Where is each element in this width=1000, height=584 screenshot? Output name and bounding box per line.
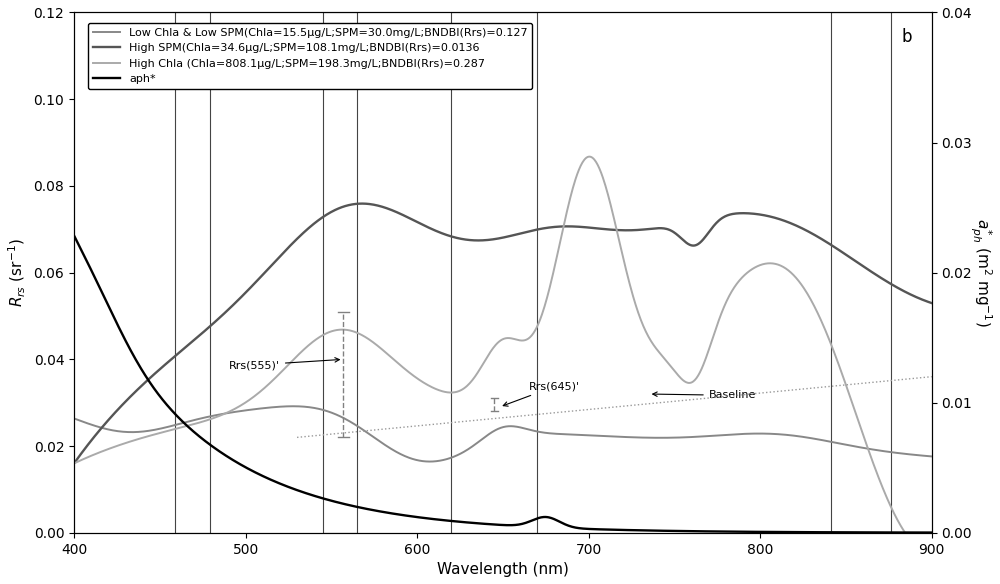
aph* [415, 514, 427, 521]
Bar [831, 12, 891, 533]
High Chla (Chla=808.1μg/L;SPM=198.3mg/L;BNDBI(Rrs)=0.287 [446, 389, 458, 396]
High SPM(Chla=34.6μg/L;SPM=108.1mg/L;BNDBI(Rrs)=0.0136 [753, 211, 765, 218]
Text: Rrs(555)': Rrs(555)' [229, 357, 339, 370]
Low Chla & Low SPM(Chla=15.5μg/L;SPM=30.0mg/L;BNDBI(Rrs)=0.127 [287, 403, 299, 410]
Y-axis label: $a_{ph}^{*}$ (m$^2$ mg$^{-1}$): $a_{ph}^{*}$ (m$^2$ mg$^{-1}$) [968, 218, 993, 327]
Bar [175, 12, 210, 533]
High Chla (Chla=808.1μg/L;SPM=198.3mg/L;BNDBI(Rrs)=0.287 [658, 354, 670, 361]
Text: Baseline: Baseline [653, 390, 756, 401]
Text: b: b [902, 28, 912, 46]
High Chla (Chla=808.1μg/L;SPM=198.3mg/L;BNDBI(Rrs)=0.287 [68, 460, 80, 467]
Line: Low Chla & Low SPM(Chla=15.5μg/L;SPM=30.0mg/L;BNDBI(Rrs)=0.127: Low Chla & Low SPM(Chla=15.5μg/L;SPM=30.… [74, 406, 932, 461]
Low Chla & Low SPM(Chla=15.5μg/L;SPM=30.0mg/L;BNDBI(Rrs)=0.127 [926, 453, 938, 460]
Bar [323, 12, 357, 533]
Low Chla & Low SPM(Chla=15.5μg/L;SPM=30.0mg/L;BNDBI(Rrs)=0.127 [739, 430, 751, 437]
aph* [752, 529, 764, 536]
High SPM(Chla=34.6μg/L;SPM=108.1mg/L;BNDBI(Rrs)=0.0136 [68, 460, 80, 467]
Line: High SPM(Chla=34.6μg/L;SPM=108.1mg/L;BNDBI(Rrs)=0.0136: High SPM(Chla=34.6μg/L;SPM=108.1mg/L;BND… [74, 204, 932, 463]
Low Chla & Low SPM(Chla=15.5μg/L;SPM=30.0mg/L;BNDBI(Rrs)=0.127 [416, 457, 428, 464]
Low Chla & Low SPM(Chla=15.5μg/L;SPM=30.0mg/L;BNDBI(Rrs)=0.127 [754, 430, 766, 437]
aph* [926, 529, 938, 536]
Low Chla & Low SPM(Chla=15.5μg/L;SPM=30.0mg/L;BNDBI(Rrs)=0.127 [448, 453, 460, 460]
High Chla (Chla=808.1μg/L;SPM=198.3mg/L;BNDBI(Rrs)=0.287 [926, 529, 938, 536]
Y-axis label: $R_{rs}$ (sr$^{-1}$): $R_{rs}$ (sr$^{-1}$) [7, 238, 28, 307]
High SPM(Chla=34.6μg/L;SPM=108.1mg/L;BNDBI(Rrs)=0.0136 [658, 225, 670, 232]
Text: Rrs(645)': Rrs(645)' [503, 382, 580, 406]
High Chla (Chla=808.1μg/L;SPM=198.3mg/L;BNDBI(Rrs)=0.287 [583, 153, 595, 160]
aph* [68, 232, 80, 239]
High SPM(Chla=34.6μg/L;SPM=108.1mg/L;BNDBI(Rrs)=0.0136 [356, 200, 368, 207]
Line: High Chla (Chla=808.1μg/L;SPM=198.3mg/L;BNDBI(Rrs)=0.287: High Chla (Chla=808.1μg/L;SPM=198.3mg/L;… [74, 157, 932, 533]
High Chla (Chla=808.1μg/L;SPM=198.3mg/L;BNDBI(Rrs)=0.287 [753, 262, 765, 269]
High Chla (Chla=808.1μg/L;SPM=198.3mg/L;BNDBI(Rrs)=0.287 [738, 272, 750, 279]
Low Chla & Low SPM(Chla=15.5μg/L;SPM=30.0mg/L;BNDBI(Rrs)=0.127 [424, 458, 436, 465]
High SPM(Chla=34.6μg/L;SPM=108.1mg/L;BNDBI(Rrs)=0.0136 [738, 210, 750, 217]
aph* [446, 517, 458, 524]
X-axis label: Wavelength (nm): Wavelength (nm) [437, 562, 569, 577]
aph* [737, 529, 749, 536]
aph* [156, 395, 168, 402]
High SPM(Chla=34.6μg/L;SPM=108.1mg/L;BNDBI(Rrs)=0.0136 [156, 364, 168, 371]
Legend: Low Chla & Low SPM(Chla=15.5μg/L;SPM=30.0mg/L;BNDBI(Rrs)=0.127, High SPM(Chla=34: Low Chla & Low SPM(Chla=15.5μg/L;SPM=30.… [88, 23, 532, 89]
High Chla (Chla=808.1μg/L;SPM=198.3mg/L;BNDBI(Rrs)=0.287 [900, 529, 912, 536]
Line: aph*: aph* [74, 235, 932, 533]
High Chla (Chla=808.1μg/L;SPM=198.3mg/L;BNDBI(Rrs)=0.287 [156, 429, 168, 436]
Low Chla & Low SPM(Chla=15.5μg/L;SPM=30.0mg/L;BNDBI(Rrs)=0.127 [68, 415, 80, 422]
Bar [451, 12, 537, 533]
High Chla (Chla=808.1μg/L;SPM=198.3mg/L;BNDBI(Rrs)=0.287 [415, 377, 427, 384]
High SPM(Chla=34.6μg/L;SPM=108.1mg/L;BNDBI(Rrs)=0.0136 [447, 234, 459, 241]
Low Chla & Low SPM(Chla=15.5μg/L;SPM=30.0mg/L;BNDBI(Rrs)=0.127 [659, 434, 671, 442]
High SPM(Chla=34.6μg/L;SPM=108.1mg/L;BNDBI(Rrs)=0.0136 [416, 221, 428, 228]
High SPM(Chla=34.6μg/L;SPM=108.1mg/L;BNDBI(Rrs)=0.0136 [926, 300, 938, 307]
Low Chla & Low SPM(Chla=15.5μg/L;SPM=30.0mg/L;BNDBI(Rrs)=0.127 [156, 425, 168, 432]
aph* [657, 527, 669, 534]
